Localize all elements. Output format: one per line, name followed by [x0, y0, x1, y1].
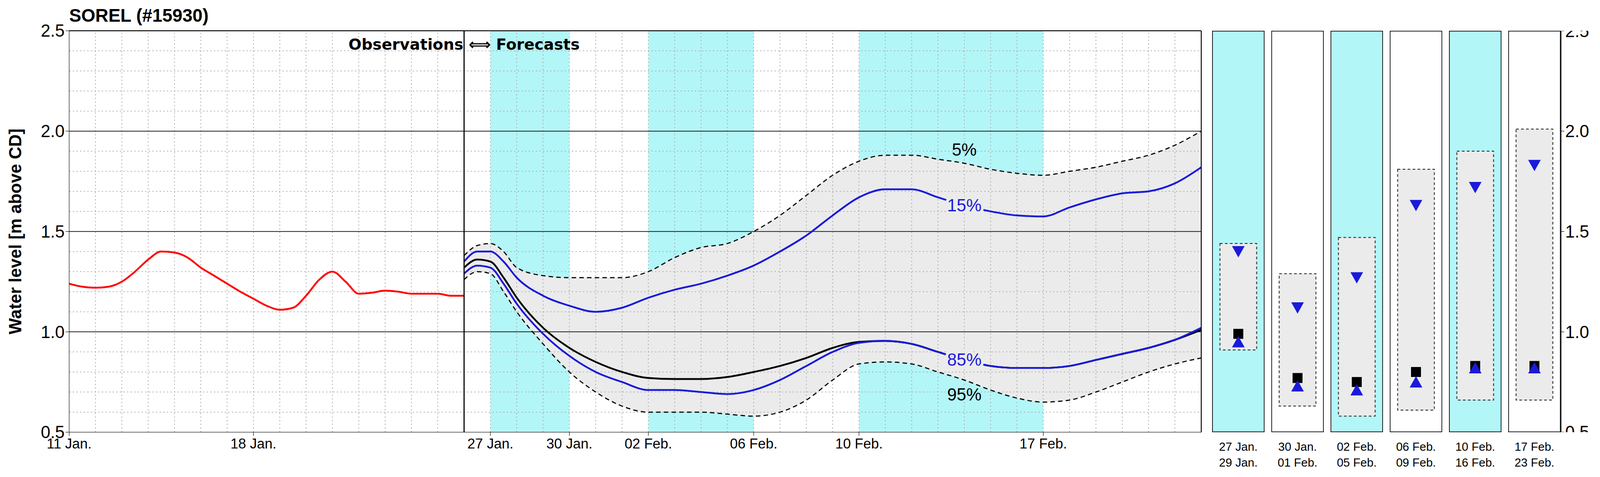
svg-text:Observations ⟺ Forecasts: Observations ⟺ Forecasts — [348, 35, 580, 54]
html-text:17 Feb.: 17 Feb. — [1514, 439, 1555, 454]
html-text:30 Jan.: 30 Jan. — [1278, 439, 1317, 454]
svg-text:11 Jan.: 11 Jan. — [46, 435, 92, 452]
svg-text:15%: 15% — [947, 195, 982, 215]
svg-text:17 Feb.: 17 Feb. — [1019, 435, 1067, 452]
html-text:01 Feb.: 01 Feb. — [1277, 455, 1318, 469]
svg-text:Water level [m above CD]: Water level [m above CD] — [5, 128, 25, 335]
svg-text:5%: 5% — [951, 140, 977, 160]
html-text:06 Feb.: 06 Feb. — [1396, 439, 1436, 454]
svg-text:2.0: 2.0 — [40, 121, 65, 141]
svg-text:2.5: 2.5 — [40, 21, 65, 41]
svg-text:95%: 95% — [947, 384, 982, 404]
html-text:SOREL (#15930): SOREL (#15930) — [69, 5, 209, 26]
html-text:23 Feb.: 23 Feb. — [1514, 455, 1555, 469]
html-text:16 Feb.: 16 Feb. — [1455, 455, 1496, 469]
svg-text:30 Jan.: 30 Jan. — [546, 435, 593, 452]
svg-text:1.0: 1.0 — [1565, 322, 1590, 342]
svg-text:2.5: 2.5 — [1565, 30, 1590, 41]
svg-text:27 Jan.: 27 Jan. — [467, 435, 514, 452]
svg-text:85%: 85% — [947, 349, 982, 369]
html-text:29 Jan.: 29 Jan. — [1219, 455, 1258, 469]
html-text:02 Feb.: 02 Feb. — [1336, 439, 1377, 454]
html-text:10 Feb.: 10 Feb. — [1455, 439, 1496, 454]
svg-text:1.0: 1.0 — [40, 322, 65, 342]
svg-text:18 Jan.: 18 Jan. — [230, 435, 277, 452]
svg-text:0.5: 0.5 — [1565, 422, 1590, 432]
svg-text:06 Feb.: 06 Feb. — [729, 435, 778, 452]
svg-text:0.5: 0.5 — [40, 422, 65, 442]
svg-text:10 Feb.: 10 Feb. — [835, 435, 883, 452]
html-text:09 Feb.: 09 Feb. — [1396, 455, 1436, 469]
svg-text:1.5: 1.5 — [40, 221, 65, 241]
svg-text:02 Feb.: 02 Feb. — [624, 435, 673, 452]
svg-text:1.5: 1.5 — [1565, 221, 1590, 241]
html-text:05 Feb.: 05 Feb. — [1336, 455, 1377, 469]
svg-text:2.0: 2.0 — [1565, 121, 1590, 141]
html-text:27 Jan.: 27 Jan. — [1219, 439, 1258, 454]
